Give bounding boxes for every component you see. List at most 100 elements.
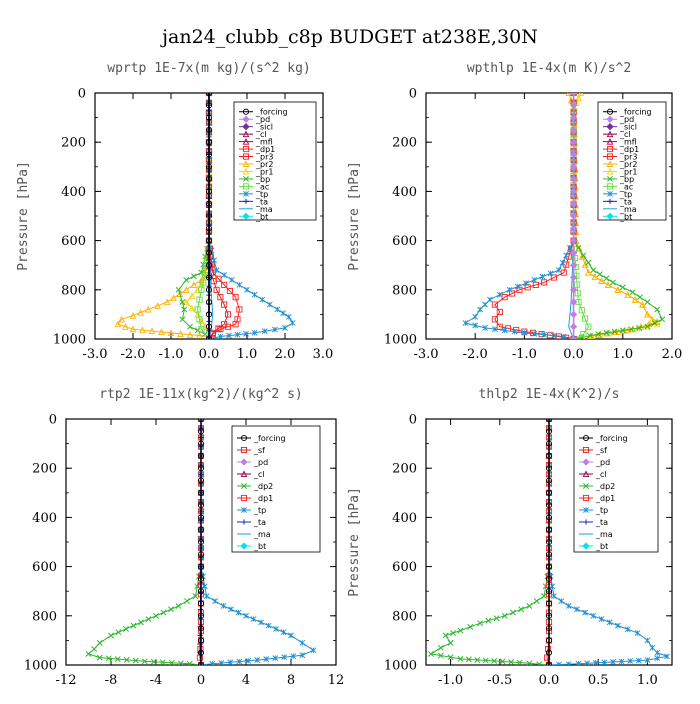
y-tick-label: 800 <box>61 283 86 298</box>
data-point-bp <box>198 269 205 276</box>
y-tick-label: 200 <box>61 136 86 151</box>
data-point-forcing <box>545 452 553 459</box>
legend-marker-bt <box>606 212 614 220</box>
data-point-pd <box>569 335 578 339</box>
data-point-dp1 <box>496 308 503 315</box>
data-point-bp <box>651 320 658 326</box>
data-point-bp <box>610 279 616 286</box>
legend: _forcing _sf _pd _cl _dp2 _dp1 _tp _ta _ma _bt <box>231 425 321 553</box>
data-point-dp2 <box>123 625 129 632</box>
data-point-tp <box>624 626 631 633</box>
data-point-dp2 <box>145 616 152 623</box>
data-point-dp2 <box>114 656 121 663</box>
data-point-dp1 <box>513 326 520 334</box>
x-tick-label: 2.0 <box>662 347 683 362</box>
data-point-forcing <box>205 237 213 244</box>
data-point-dp2 <box>526 660 533 665</box>
x-tick-label: -0.5 <box>487 673 512 688</box>
data-point-tp <box>217 333 224 339</box>
legend-label-cl: _cl <box>595 470 607 479</box>
y-tick-label: 400 <box>61 185 86 200</box>
data-point-pd <box>569 298 578 306</box>
data-point-pr2 <box>163 298 171 306</box>
data-point-dp2 <box>123 656 130 663</box>
data-point-tp <box>243 330 249 337</box>
y-tick-label: 800 <box>392 609 417 624</box>
data-point-tp <box>254 657 261 663</box>
legend-marker-ta <box>241 519 247 525</box>
data-point-pr3 <box>221 301 228 308</box>
data-point-bp <box>636 324 643 331</box>
legend-marker-pr2 <box>606 160 614 168</box>
legend-label-pd: _pd <box>253 458 268 467</box>
data-point-tp <box>235 609 242 616</box>
data-point-ac <box>574 281 581 288</box>
data-point-bp <box>644 323 651 330</box>
data-point-forcing <box>197 428 205 435</box>
data-point-tp <box>601 659 608 665</box>
x-tick-label: -4 <box>150 673 163 688</box>
legend-marker-pr2 <box>242 160 250 168</box>
legend-label-pr1: _pr1 <box>619 167 637 176</box>
data-point-dp2 <box>465 656 472 663</box>
legend-marker-ac <box>606 183 614 190</box>
data-point-forcing <box>197 538 205 546</box>
data-point-dp2 <box>450 630 457 636</box>
data-point-forcing <box>197 514 205 521</box>
data-point-dp1 <box>516 286 523 293</box>
data-point-bp <box>175 286 182 293</box>
y-tick-label: 1000 <box>384 333 417 348</box>
data-point-tp <box>555 267 562 274</box>
data-point-dp2 <box>509 609 516 616</box>
y-axis-label: Pressure [hPa] <box>347 161 362 271</box>
legend-marker-cl <box>606 130 614 138</box>
data-point-pd <box>569 261 578 269</box>
data-point-pd <box>569 150 578 159</box>
y-tick-label: 600 <box>392 234 417 249</box>
series-line-dp2 <box>87 419 202 665</box>
data-point-bp <box>181 306 188 313</box>
y-tick-label: 600 <box>392 560 417 575</box>
data-point-bp <box>187 323 193 330</box>
data-point-tp <box>506 286 513 293</box>
data-point-tp <box>281 654 288 661</box>
data-point-tp <box>514 283 521 290</box>
data-point-forcing <box>197 575 205 582</box>
data-point-forcing <box>205 163 213 170</box>
y-tick-label: 0 <box>409 87 417 102</box>
legend-marker-dp1 <box>240 494 248 502</box>
data-point-tp <box>201 583 208 590</box>
data-point-pr3 <box>215 325 222 332</box>
data-point-pd <box>569 101 578 109</box>
data-point-dp1 <box>226 287 233 295</box>
data-point-dp2 <box>526 603 533 609</box>
data-point-tp <box>482 301 488 308</box>
data-point-forcing <box>205 93 213 97</box>
data-point-dp2 <box>138 619 144 626</box>
legend-label-ma: _ma <box>255 205 273 214</box>
data-point-tp <box>220 603 227 609</box>
data-point-tp <box>547 270 554 277</box>
data-point-forcing <box>205 249 213 256</box>
data-point-dp2 <box>499 658 506 665</box>
data-point-tp <box>259 296 266 303</box>
data-point-dp2 <box>427 650 434 657</box>
y-tick-label: 1000 <box>24 659 57 674</box>
data-point-tp <box>606 619 613 626</box>
data-point-forcing <box>545 649 553 656</box>
data-point-forcing <box>197 551 205 558</box>
data-point-dp2 <box>168 659 175 665</box>
data-point-forcing <box>197 661 205 665</box>
data-point-tp <box>212 598 218 604</box>
legend-label-bt: _bt <box>253 542 266 551</box>
data-point-dp1 <box>236 306 243 313</box>
data-point-tp <box>531 277 538 283</box>
x-tick-label: 1.0 <box>637 673 658 688</box>
data-point-bp <box>179 316 186 323</box>
data-point-tp <box>226 332 232 339</box>
data-point-bp <box>183 277 190 283</box>
data-point-tp <box>472 313 479 320</box>
data-point-dp2 <box>108 632 114 639</box>
y-axis-label: Pressure [hPa] <box>347 487 362 597</box>
legend-box <box>231 425 321 553</box>
